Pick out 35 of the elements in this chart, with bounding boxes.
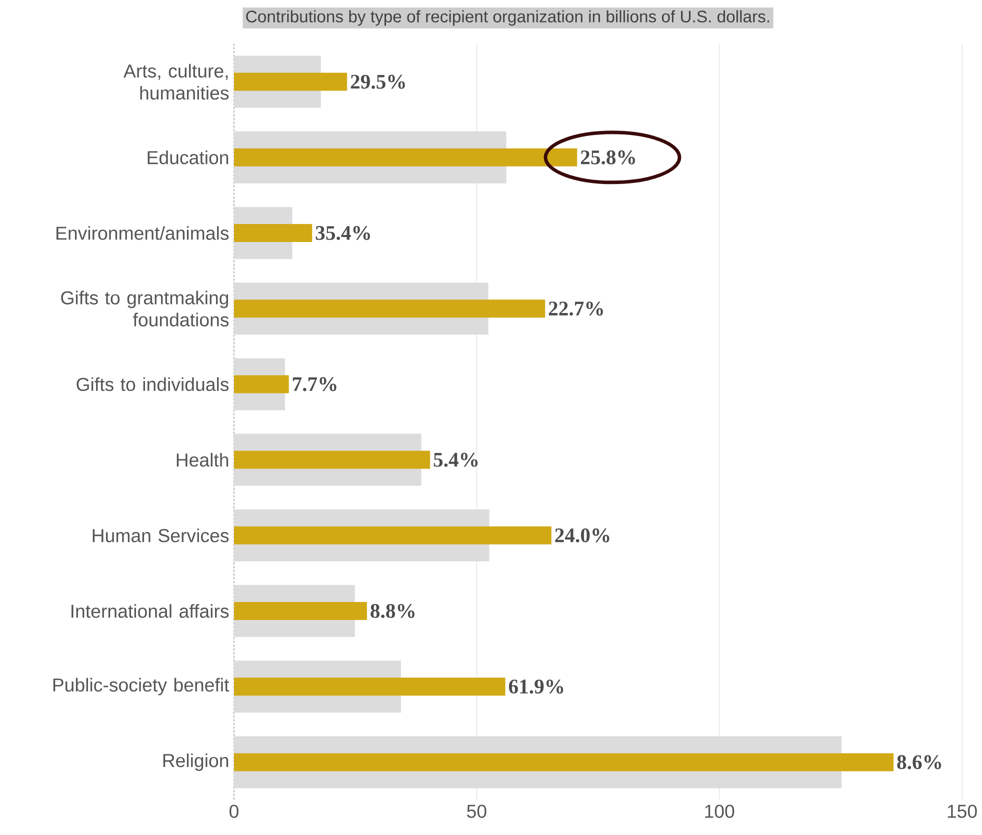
y-tick-label: Education <box>148 150 228 164</box>
bar <box>234 450 430 469</box>
bar <box>234 602 367 620</box>
annotation: 25.8% <box>580 150 635 164</box>
y-tick-label: Environment/animals <box>56 226 229 240</box>
bar <box>234 148 578 166</box>
bar <box>234 753 894 772</box>
y-tick-label: Gifts to individuals <box>76 377 229 392</box>
y-tick-label: Arts, culture, humanities <box>124 64 229 100</box>
y-tick-label: Gifts to grantmaking foundations <box>61 290 229 326</box>
x-tick-label: 50 <box>467 804 486 818</box>
y-tick-label: International affairs <box>72 604 229 618</box>
bar <box>234 375 289 394</box>
bar <box>234 300 546 318</box>
x-tick-label: 100 <box>705 804 734 818</box>
y-tick-label: Human Services <box>92 528 229 542</box>
annotation: 7.7% <box>292 377 336 392</box>
x-tick-label: 150 <box>948 804 977 818</box>
y-tick-label: Health <box>176 452 228 467</box>
annotation: 35.4% <box>316 226 370 240</box>
annotation: 5.4% <box>434 452 478 467</box>
annotation: 61.9% <box>508 680 564 694</box>
chart-title: Contributions by type of recipient organization in billions of U.S. dollars. <box>246 10 770 26</box>
bar <box>234 526 552 544</box>
bar <box>234 224 312 242</box>
bar <box>234 678 506 696</box>
annotation: 8.8% <box>370 604 414 618</box>
x-tick-label: 0 <box>230 804 238 818</box>
y-tick-label: Religion <box>163 753 228 771</box>
annotation: 8.6% <box>897 755 942 770</box>
bar <box>234 72 348 91</box>
annotation: 24.0% <box>555 528 610 542</box>
annotation: 22.7% <box>548 302 603 316</box>
y-tick-label: Public-society benefit <box>53 678 230 696</box>
annotation: 29.5% <box>350 74 405 89</box>
